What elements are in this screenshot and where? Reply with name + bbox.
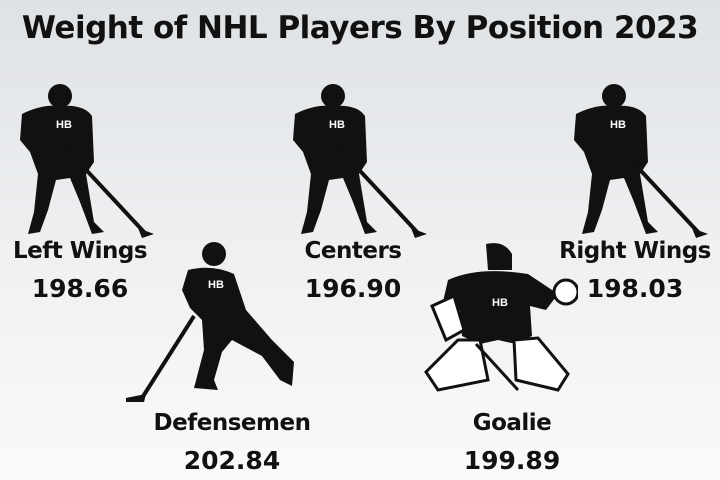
svg-text:HB: HB bbox=[610, 119, 626, 131]
svg-text:HB: HB bbox=[492, 297, 508, 309]
right-wing-silhouette-icon: HB bbox=[574, 84, 708, 238]
position-label-defensemen: Defensemen bbox=[153, 410, 311, 436]
logo-hb: HB bbox=[56, 119, 72, 131]
position-label-goalie: Goalie bbox=[472, 410, 552, 436]
weight-goalie: 199.89 bbox=[463, 446, 561, 475]
page-title: Weight of NHL Players By Position 2023 bbox=[21, 10, 699, 46]
position-label-centers: Centers bbox=[304, 238, 402, 264]
svg-text:HB: HB bbox=[329, 119, 345, 131]
svg-text:HB: HB bbox=[208, 279, 224, 291]
left-wing-silhouette-icon: HB bbox=[20, 84, 154, 238]
goalie-silhouette-icon: HB bbox=[424, 243, 578, 392]
position-label-left-wings: Left Wings bbox=[12, 238, 148, 264]
position-label-right-wings: Right Wings bbox=[559, 238, 711, 264]
defenseman-silhouette-icon: HB bbox=[126, 242, 294, 402]
center-silhouette-icon: HB bbox=[293, 84, 427, 238]
weight-centers: 196.90 bbox=[304, 274, 402, 303]
weight-left-wings: 198.66 bbox=[31, 274, 129, 303]
weight-right-wings: 198.03 bbox=[586, 274, 684, 303]
weight-defensemen: 202.84 bbox=[183, 446, 281, 475]
